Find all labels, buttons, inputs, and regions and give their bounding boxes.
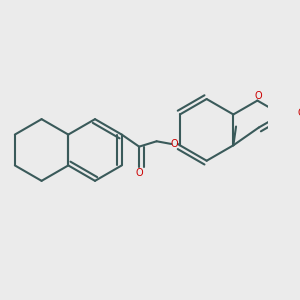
Text: O: O	[255, 91, 262, 101]
Text: O: O	[171, 139, 178, 149]
Text: O: O	[298, 108, 300, 118]
Text: O: O	[135, 168, 143, 178]
